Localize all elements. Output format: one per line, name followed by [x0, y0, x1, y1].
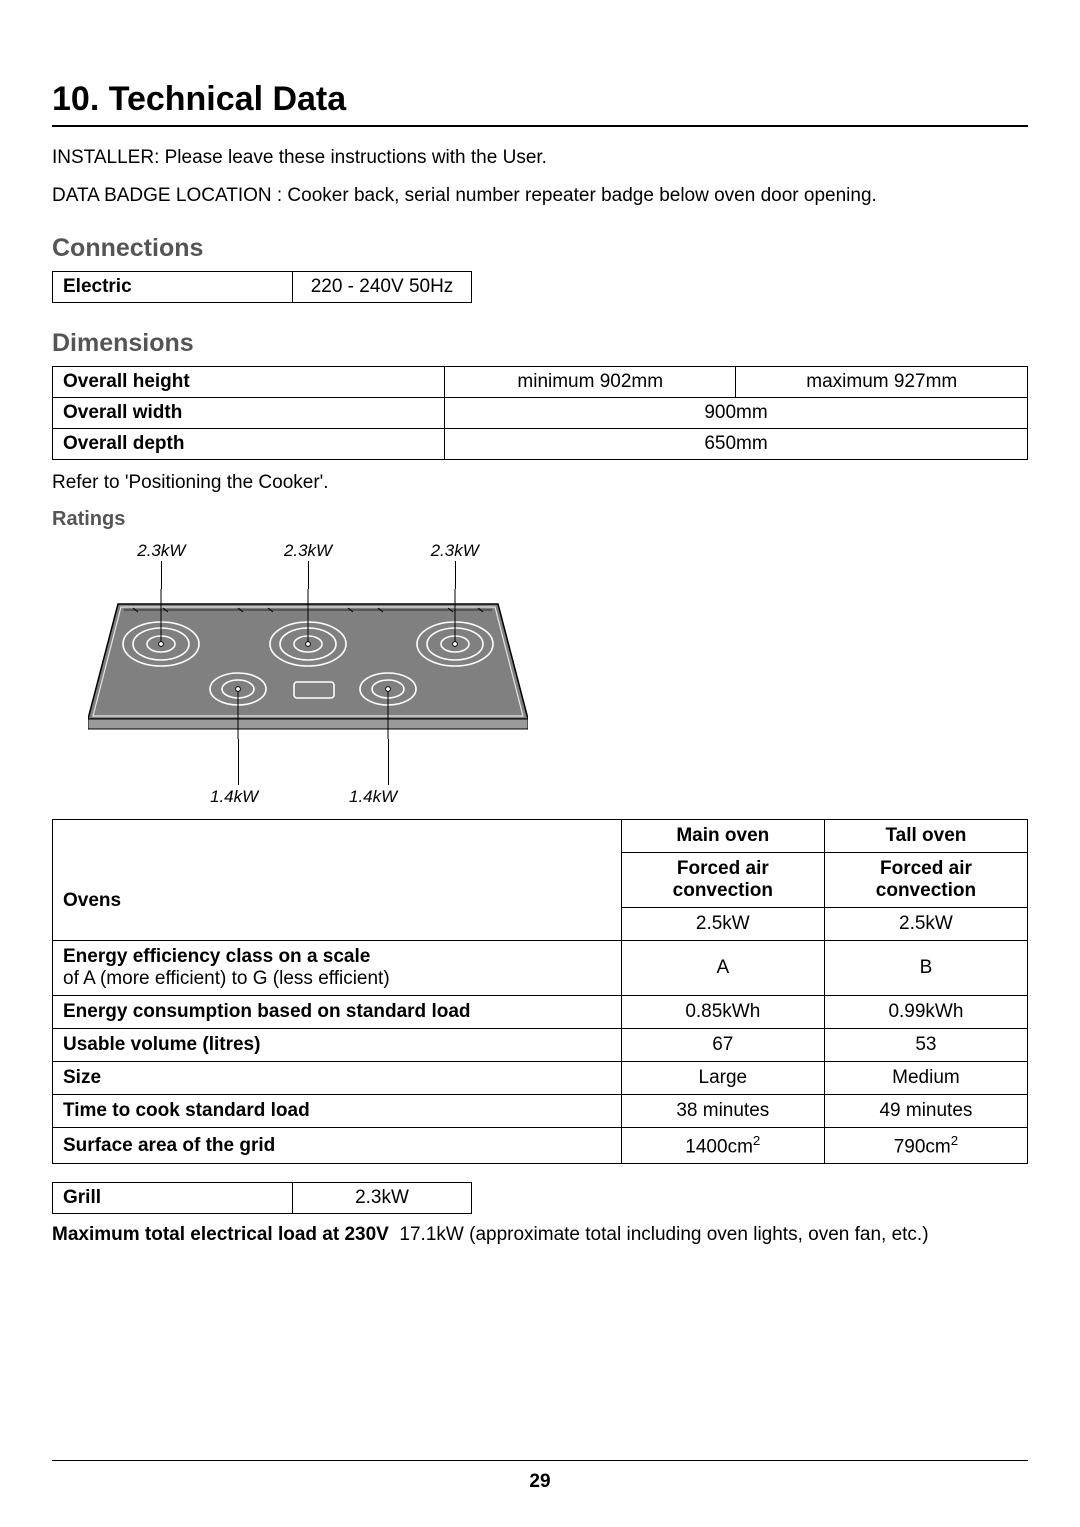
hob-bot-label-1: 1.4kW — [210, 787, 290, 807]
connections-label: Electric — [53, 272, 293, 303]
ovens-area-label: Surface area of the grid — [53, 1127, 622, 1163]
ovens-area-main: 1400cm2 — [621, 1127, 824, 1163]
ovens-eff-label: Energy efficiency class on a scaleof A (… — [53, 940, 622, 995]
grill-value: 2.3kW — [293, 1183, 472, 1214]
connections-value: 220 - 240V 50Hz — [293, 272, 472, 303]
ovens-cons-label: Energy consumption based on standard loa… — [53, 995, 622, 1028]
page-number: 29 — [0, 1471, 1080, 1493]
ovens-col2: Tall oven — [824, 819, 1027, 852]
dimensions-note: Refer to 'Positioning the Cooker'. — [52, 470, 1028, 496]
dim-depth-val: 650mm — [445, 429, 1028, 460]
hob-top-label-2: 2.3kW — [235, 541, 382, 561]
ovens-size-label: Size — [53, 1061, 622, 1094]
maxload: Maximum total electrical load at 230V 17… — [52, 1224, 1028, 1246]
ovens-cons-main: 0.85kWh — [621, 995, 824, 1028]
ovens-vol-main: 67 — [621, 1028, 824, 1061]
ratings-heading: Ratings — [52, 508, 1028, 531]
dim-height-max: maximum 927mm — [736, 367, 1028, 398]
ovens-power-main: 2.5kW — [621, 907, 824, 940]
dimensions-heading: Dimensions — [52, 329, 1028, 358]
hob-top-label-3: 2.3kW — [381, 541, 528, 561]
connections-heading: Connections — [52, 234, 1028, 263]
hob-top-label-1: 2.3kW — [88, 541, 235, 561]
dim-height-label: Overall height — [53, 367, 445, 398]
ovens-vol-label: Usable volume (litres) — [53, 1028, 622, 1061]
ovens-power-tall: 2.5kW — [824, 907, 1027, 940]
ovens-time-label: Time to cook standard load — [53, 1094, 622, 1127]
dim-height-min: minimum 902mm — [445, 367, 736, 398]
ovens-vol-tall: 53 — [824, 1028, 1027, 1061]
hob-svg — [88, 589, 528, 739]
intro-2: DATA BADGE LOCATION : Cooker back, seria… — [52, 183, 1028, 209]
ovens-conv-2: Forced air convection — [824, 852, 1027, 907]
grill-label: Grill — [53, 1183, 293, 1214]
ovens-time-main: 38 minutes — [621, 1094, 824, 1127]
dim-depth-label: Overall depth — [53, 429, 445, 460]
footer-rule — [52, 1460, 1028, 1461]
ovens-col1: Main oven — [621, 819, 824, 852]
dim-width-label: Overall width — [53, 398, 445, 429]
intro-1: INSTALLER: Please leave these instructio… — [52, 145, 1028, 171]
ovens-size-main: Large — [621, 1061, 824, 1094]
ovens-conv-1: Forced air convection — [621, 852, 824, 907]
dimensions-table: Overall height minimum 902mm maximum 927… — [52, 366, 1028, 460]
ovens-label: Ovens — [53, 819, 622, 940]
ovens-area-tall: 790cm2 — [824, 1127, 1027, 1163]
ovens-size-tall: Medium — [824, 1061, 1027, 1094]
hob-diagram: 2.3kW 2.3kW 2.3kW — [88, 541, 528, 807]
hob-bot-label-2: 1.4kW — [349, 787, 429, 807]
section-title: 10. Technical Data — [52, 80, 1028, 127]
ovens-cons-tall: 0.99kWh — [824, 995, 1027, 1028]
dim-width-val: 900mm — [445, 398, 1028, 429]
grill-table: Grill 2.3kW — [52, 1182, 472, 1214]
ovens-table: Ovens Main oven Tall oven Forced air con… — [52, 819, 1028, 1164]
ovens-eff-main: A — [621, 940, 824, 995]
ovens-time-tall: 49 minutes — [824, 1094, 1027, 1127]
connections-table: Electric 220 - 240V 50Hz — [52, 271, 472, 303]
ovens-eff-tall: B — [824, 940, 1027, 995]
